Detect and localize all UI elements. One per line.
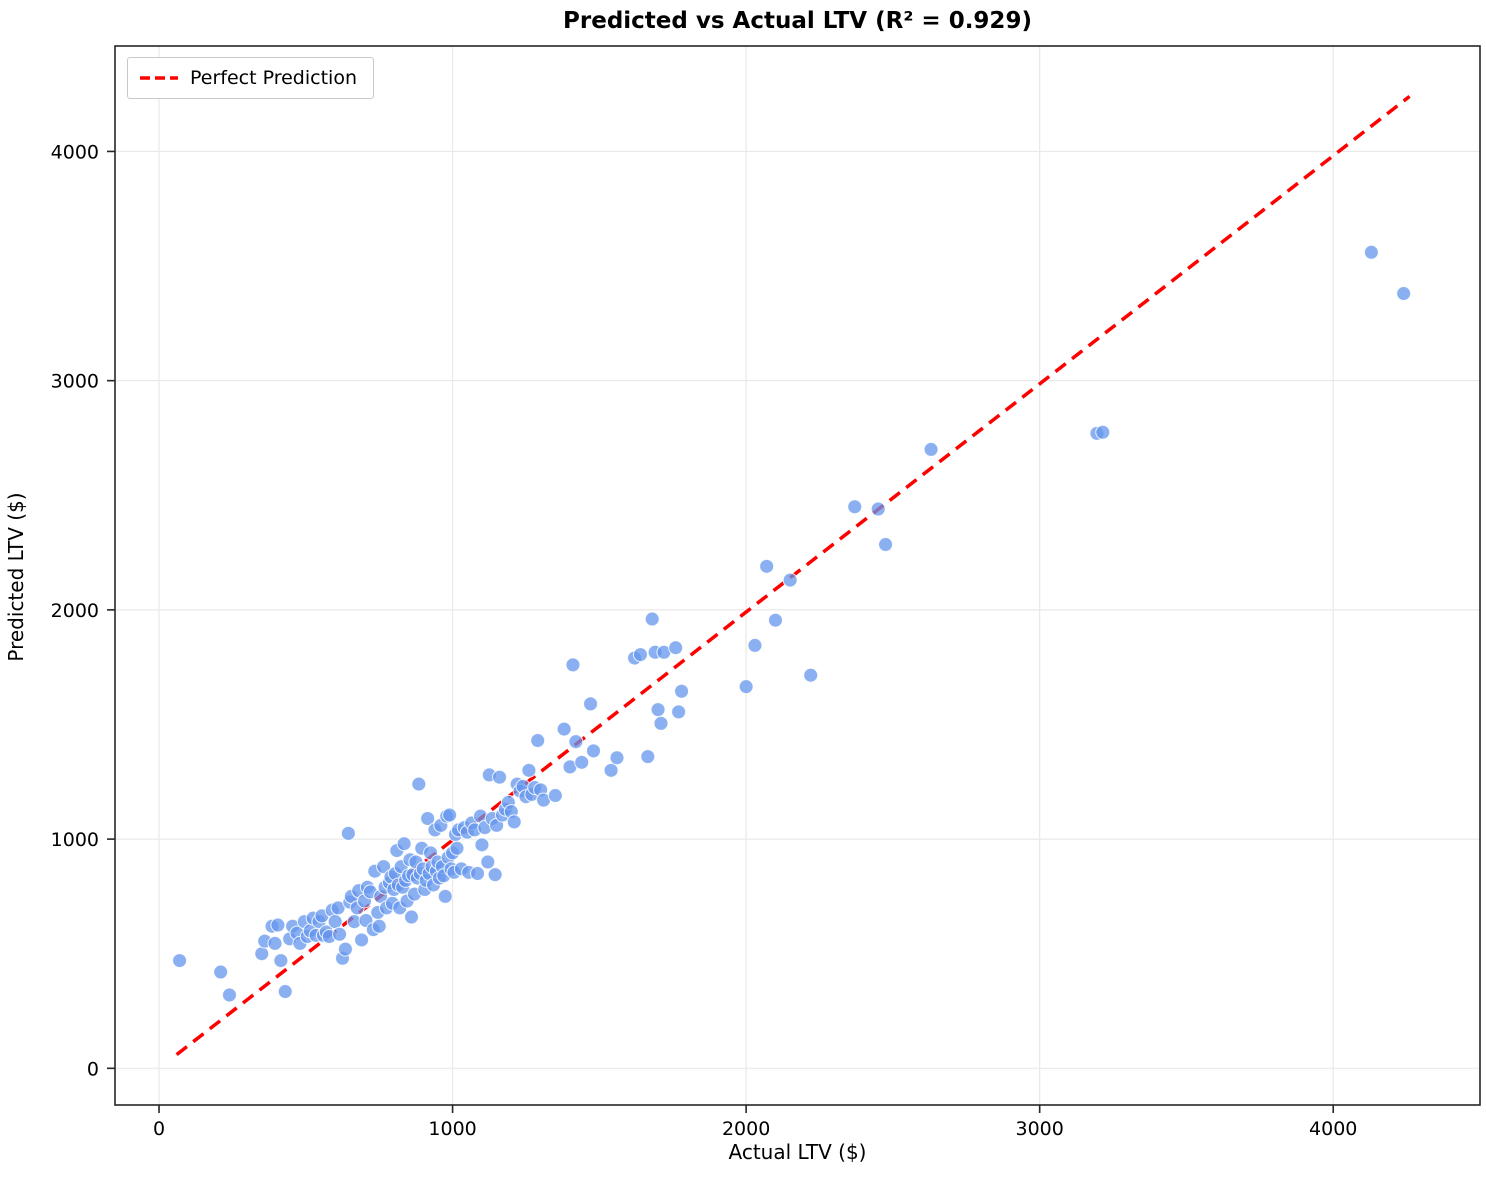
scatter-point <box>277 984 293 1000</box>
legend-dashed-line-icon <box>140 76 178 80</box>
scatter-point <box>403 909 419 925</box>
scatter-point <box>437 888 453 904</box>
scatter-point <box>1396 286 1412 302</box>
scatter-point <box>738 679 754 695</box>
scatter-point <box>327 914 343 930</box>
plot-frame <box>114 45 1481 1106</box>
y-tick-label: 2000 <box>51 600 99 622</box>
scatter-points <box>172 244 1412 1003</box>
scatter-point <box>1095 424 1111 440</box>
gridlines <box>115 46 1480 1105</box>
scatter-point <box>221 987 237 1003</box>
scatter-point <box>213 964 229 980</box>
scatter-point <box>449 840 465 856</box>
scatter-point <box>254 946 270 962</box>
scatter-point <box>376 859 392 875</box>
scatter-point <box>371 918 387 934</box>
legend: Perfect Prediction <box>127 57 374 99</box>
scatter-point <box>565 657 581 673</box>
legend-label: Perfect Prediction <box>190 67 357 89</box>
scatter-point <box>650 702 666 718</box>
x-tick-label: 2000 <box>722 1118 770 1140</box>
scatter-point <box>644 611 660 627</box>
scatter-point <box>420 810 436 826</box>
scatter-point <box>340 825 356 841</box>
scatter-point <box>411 776 427 792</box>
scatter-point <box>759 558 775 574</box>
y-tick-label: 0 <box>87 1058 99 1080</box>
x-tick-label: 3000 <box>1015 1118 1063 1140</box>
chart-title: Predicted vs Actual LTV (R² = 0.929) <box>563 8 1032 34</box>
scatter-point <box>556 721 572 737</box>
scatter-point <box>337 941 353 957</box>
scatter-point <box>332 926 348 942</box>
y-tick-label: 1000 <box>51 829 99 851</box>
scatter-point <box>354 932 370 948</box>
scatter-point <box>747 637 763 653</box>
scatter-point <box>172 953 188 969</box>
x-tick-label: 0 <box>153 1118 165 1140</box>
scatter-point <box>1363 244 1379 260</box>
scatter-point <box>568 734 584 750</box>
scatter-point <box>480 854 496 870</box>
scatter-point <box>632 647 648 663</box>
scatter-point <box>767 612 783 628</box>
scatter-point <box>492 769 508 785</box>
scatter-point <box>603 762 619 778</box>
scatter-point <box>674 683 690 699</box>
scatter-point <box>583 696 599 712</box>
scatter-point <box>270 917 286 933</box>
scatter-point <box>782 572 798 588</box>
scatter-point <box>273 953 289 969</box>
scatter-point <box>923 441 939 457</box>
scatter-point <box>803 667 819 683</box>
scatter-point <box>470 865 486 881</box>
axis-ticks: 0 1000 2000 3000 4000 0 1000 2000 3000 4000 <box>51 141 1358 1140</box>
y-axis-label: Predicted LTV ($) <box>4 492 28 662</box>
scatter-point <box>506 814 522 830</box>
scatter-point <box>640 749 656 765</box>
scatter-point <box>487 867 503 883</box>
scatter-point <box>521 762 537 778</box>
scatter-point <box>267 935 283 951</box>
scatter-point <box>870 501 886 517</box>
scatter-point <box>474 837 490 853</box>
scatter-point <box>442 807 458 823</box>
scatter-point <box>878 537 894 553</box>
scatter-point <box>671 704 687 720</box>
scatter-point <box>585 743 601 759</box>
scatter-point <box>609 750 625 766</box>
y-tick-label: 4000 <box>51 141 99 163</box>
scatter-point <box>653 715 669 731</box>
x-tick-label: 1000 <box>428 1118 476 1140</box>
x-tick-label: 4000 <box>1309 1118 1357 1140</box>
scatter-point <box>668 640 684 656</box>
y-tick-label: 3000 <box>51 371 99 393</box>
scatter-point <box>574 754 590 770</box>
scatter-point <box>547 788 563 804</box>
scatter-point <box>847 499 863 515</box>
x-axis-label: Actual LTV ($) <box>728 1140 867 1164</box>
scatter-point <box>396 836 412 852</box>
scatter-point <box>530 733 546 749</box>
